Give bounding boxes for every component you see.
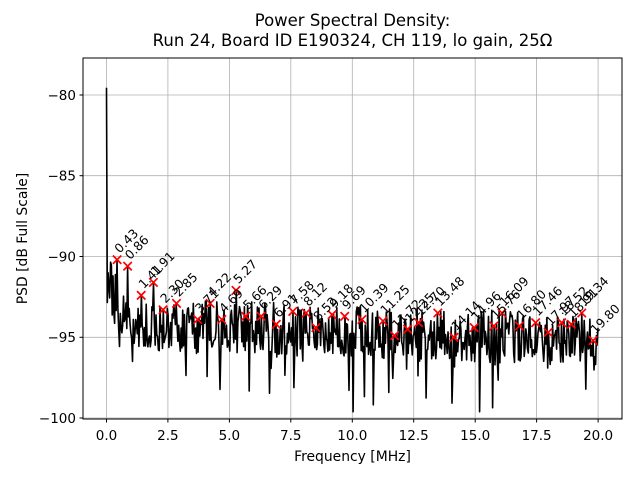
peak-marker (357, 314, 367, 325)
psd-curve (105, 87, 599, 413)
x-tick-label: 15.0 (460, 428, 490, 444)
y-tick-label: −90 (48, 249, 77, 265)
y-axis-label: PSD [dB Full Scale] (15, 173, 31, 304)
peak-marker (327, 309, 337, 320)
x-axis-label: Frequency [MHz] (294, 449, 411, 465)
x-tick-label: 12.5 (399, 428, 429, 444)
y-tick-label: −95 (48, 330, 77, 346)
peak-marker (413, 317, 424, 328)
peak-marker (301, 308, 311, 318)
axis-tick-labels: 0.0 2.5 5.0 7.5 10.0 12.5 15.0 17.5 20.0 −80 −85 −9… (39, 88, 613, 444)
peak-marker (158, 304, 168, 315)
peak-marker (530, 317, 541, 328)
plot-frame (82, 57, 623, 420)
x-tick-label: 10.0 (337, 428, 367, 444)
x-tick-label: 5.0 (219, 428, 240, 444)
chart-title-line1: Power Spectral Density: (255, 11, 451, 30)
peak-marker (449, 332, 459, 343)
peak-marker (402, 324, 413, 335)
y-tick-label: −80 (48, 88, 77, 104)
peak-markers (112, 254, 598, 346)
peak-marker (122, 261, 133, 272)
peak-marker (271, 319, 282, 330)
peak-marker (389, 330, 400, 341)
y-tick-label: −85 (48, 169, 77, 185)
peak-marker (311, 322, 321, 333)
peak-marker (256, 311, 266, 322)
peak-marker (205, 298, 216, 309)
peak-marker (136, 290, 147, 301)
peak-marker (514, 321, 525, 331)
x-tick-label: 7.5 (280, 428, 301, 444)
peak-marker (231, 285, 241, 296)
peak-marker (171, 298, 182, 309)
peak-marker (576, 308, 587, 318)
x-tick-label: 0.0 (96, 428, 117, 444)
peak-marker (287, 306, 298, 317)
peak-marker (148, 277, 159, 288)
peak-marker (488, 321, 499, 331)
peak-marker (566, 319, 577, 330)
peak-marker (216, 314, 227, 325)
peak-marker (543, 327, 554, 338)
x-tick-label: 17.5 (522, 428, 552, 444)
peak-marker (469, 322, 480, 333)
axis-ticks (79, 94, 599, 423)
x-tick-label: 20.0 (583, 428, 613, 444)
peak-marker (556, 317, 567, 328)
peak-marker (192, 314, 203, 325)
y-tick-label: −100 (39, 411, 76, 427)
peak-marker (339, 311, 350, 322)
x-tick-label: 2.5 (157, 428, 178, 444)
peak-marker (432, 308, 443, 318)
peak-marker (497, 308, 507, 318)
peak-marker (112, 254, 122, 265)
peak-marker (588, 335, 598, 346)
peak-marker (378, 316, 388, 326)
chart-title-line2: Run 24, Board ID E190324, CH 119, lo gai… (153, 31, 553, 50)
peak-marker (240, 311, 251, 322)
